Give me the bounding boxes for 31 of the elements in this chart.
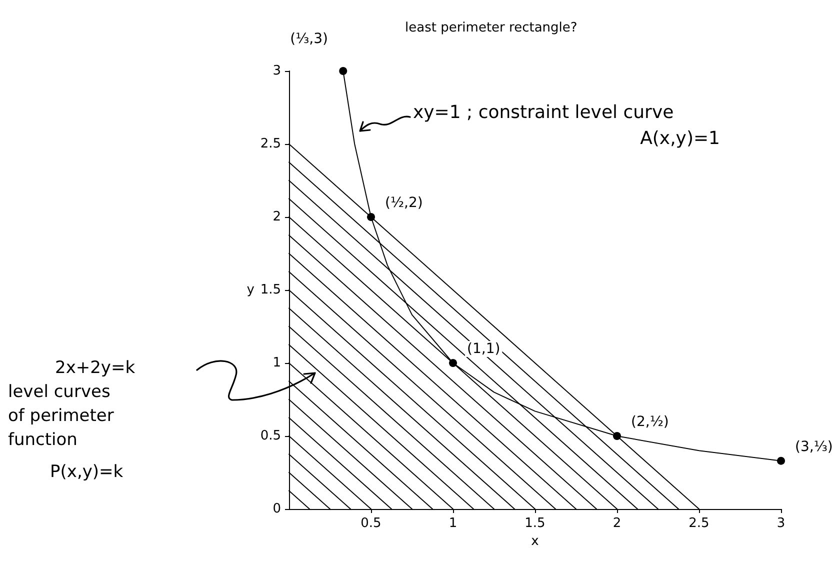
y-tick-label: 2.5	[260, 136, 281, 152]
y-tick-label: 1	[272, 356, 281, 370]
x-tick-label: 1.5	[524, 516, 546, 531]
y-tick-label: 1.5	[260, 282, 281, 298]
point	[367, 213, 375, 221]
annotation: (1,1)	[467, 341, 500, 357]
x-tick-label: 2.5	[688, 516, 710, 531]
y-tick-label: 0	[272, 502, 281, 516]
point	[613, 432, 621, 440]
x-tick-label: 1	[448, 516, 458, 531]
x-tick-label: 0.5	[360, 516, 382, 531]
annotation: A(x,y)=1	[640, 128, 720, 149]
annotation: (3,⅓)	[795, 438, 833, 455]
x-tick-label: 2	[612, 516, 622, 531]
y-tick-label: 2	[272, 210, 281, 224]
point	[777, 456, 785, 465]
annotation: xy=1 ; constraint level curve	[413, 102, 674, 123]
y-tick-label: 3	[272, 64, 281, 78]
x-axis-title: x	[531, 534, 540, 549]
x-tick-label: 3	[776, 516, 786, 531]
y-axis-title: y	[246, 282, 255, 298]
text: 2x+2y=k	[55, 358, 136, 378]
annotation: (½,2)	[385, 195, 423, 211]
point	[339, 67, 348, 75]
annotation: (⅓,3)	[290, 31, 328, 47]
text: P(x,y)=k	[50, 462, 124, 482]
text: level curves of perimeter function	[8, 382, 120, 450]
annotation: (2,½)	[631, 414, 669, 430]
text: least perimeter rectangle?	[405, 20, 578, 36]
y-tick-label: 0.5	[260, 428, 281, 444]
point	[449, 359, 457, 367]
